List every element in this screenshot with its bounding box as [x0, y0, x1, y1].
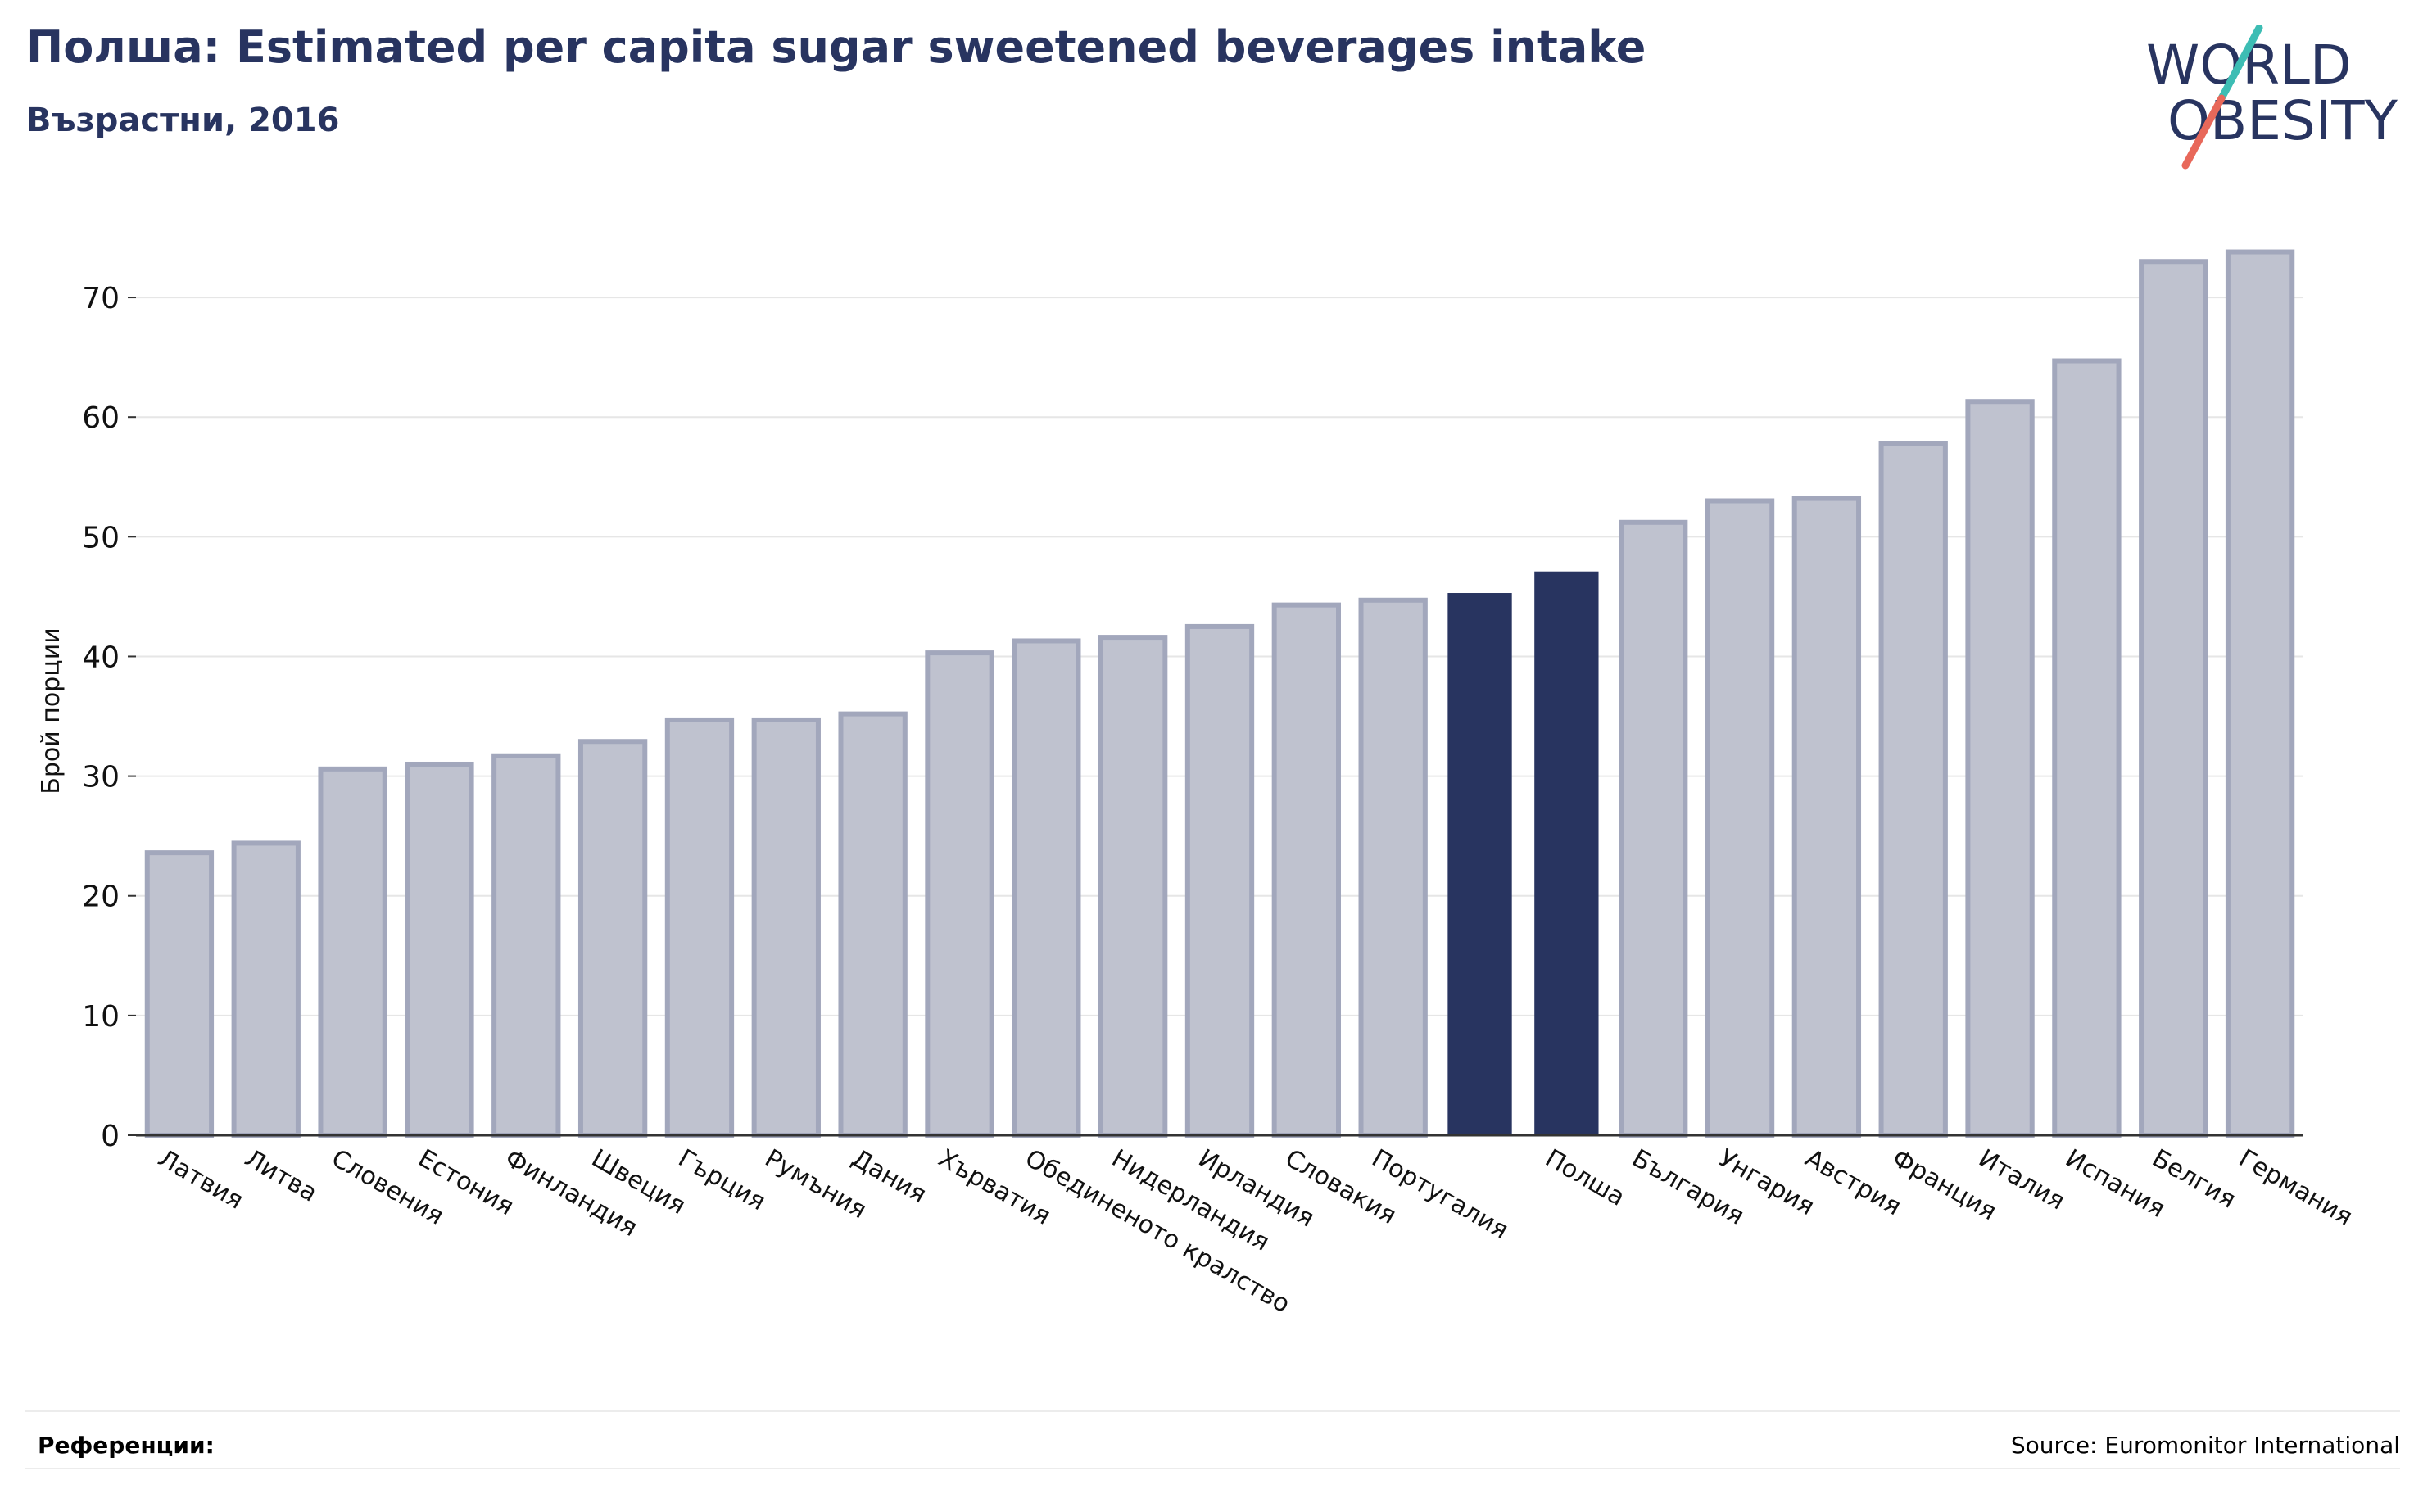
x-tick-label: Австрия [1800, 1144, 1906, 1222]
bar [2139, 259, 2208, 1138]
x-tick-label: Гърция [673, 1144, 770, 1217]
bar [751, 717, 821, 1139]
bar [1705, 498, 1775, 1138]
page-title: Полша: Estimated per capita sugar sweete… [26, 21, 1646, 73]
bar [1012, 638, 1081, 1138]
bar [1184, 623, 1255, 1138]
page-subtitle: Възрастни, 2016 [26, 102, 340, 139]
x-tick-label: Германия [2234, 1144, 2357, 1232]
y-tick-label: 40 [82, 641, 120, 674]
footer-top-divider [25, 1410, 2400, 1412]
y-tick-label: 70 [82, 282, 120, 315]
source-text: Source: Euromonitor International [2010, 1432, 2400, 1459]
bar [1791, 496, 1862, 1138]
bar [1098, 635, 1168, 1138]
bar [1619, 519, 1688, 1138]
bar [144, 850, 215, 1139]
bar [1878, 441, 1948, 1138]
footer-bottom-divider [25, 1468, 2400, 1469]
y-axis-label: Брой порции [37, 627, 66, 794]
bar [405, 761, 474, 1139]
bar [1271, 602, 1342, 1138]
bar [2225, 249, 2295, 1138]
y-tick-label: 0 [101, 1120, 120, 1153]
bar [2052, 358, 2122, 1138]
bar [491, 753, 561, 1138]
logo-slash-bottom [2181, 94, 2226, 170]
logo-slash-top [2217, 25, 2263, 102]
bar [925, 650, 994, 1138]
world-obesity-logo: WORLD OBESITY [2146, 25, 2398, 170]
x-tick-label: Полша [1540, 1144, 1629, 1212]
y-tick-label: 20 [82, 880, 120, 914]
bar [318, 766, 387, 1138]
y-tick-label: 60 [82, 401, 120, 435]
references-label: Референции: [38, 1432, 215, 1459]
bar [1447, 593, 1512, 1135]
x-tick-label: Португалия [1367, 1144, 1514, 1245]
y-tick-label: 50 [82, 521, 120, 555]
y-tick-label: 30 [82, 761, 120, 794]
y-tick-label: 10 [82, 1000, 120, 1034]
bar [1358, 597, 1428, 1138]
bar [577, 739, 648, 1138]
bar [838, 711, 908, 1138]
bar [1534, 571, 1599, 1135]
bar [231, 840, 301, 1139]
x-tick-label: Испания [2060, 1144, 2170, 1224]
x-tick-label: Литва [240, 1144, 322, 1208]
bar [1965, 399, 2035, 1139]
x-tick-label: Латвия [153, 1144, 248, 1215]
bar [664, 717, 735, 1139]
